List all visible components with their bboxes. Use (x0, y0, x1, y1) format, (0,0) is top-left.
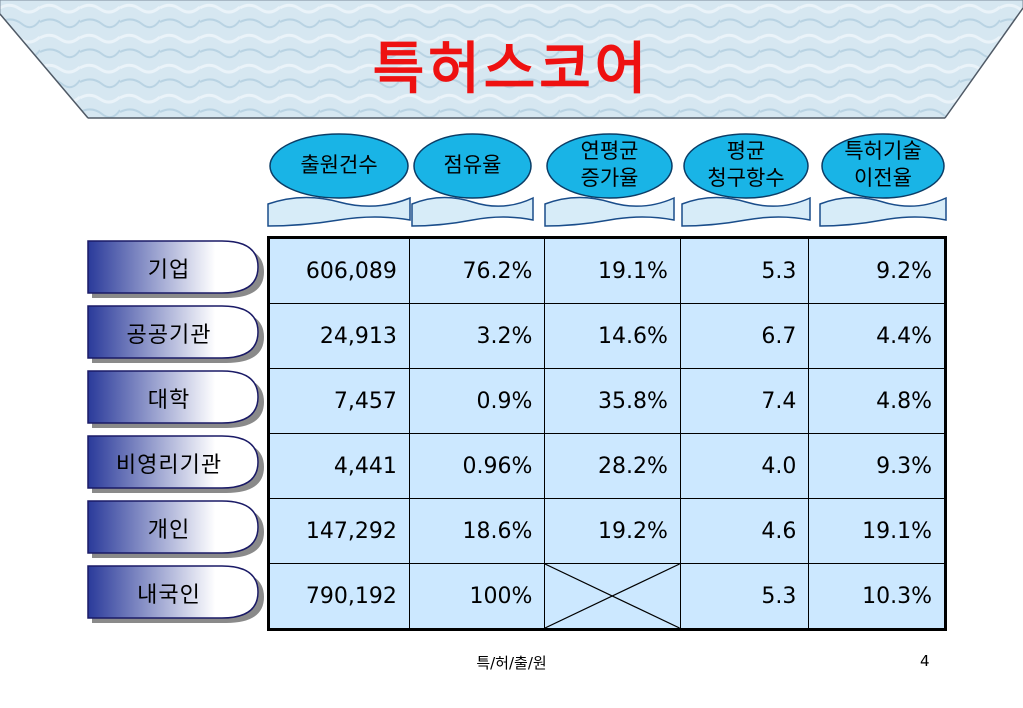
row-label: 공공기관 (126, 323, 212, 348)
row-label-tag: 공공기관 (86, 303, 266, 367)
column-header: 평균 청구항수 (680, 130, 812, 228)
table-cell: 0.96% (408, 433, 546, 499)
table-cell: 19.2% (544, 498, 681, 564)
table-cell: 7,457 (268, 368, 410, 434)
row-label-tag: 대학 (86, 368, 266, 432)
row-label-tag: 비영리기관 (86, 433, 266, 497)
column-header-label: 평균 청구항수 (707, 139, 785, 190)
table-cell: 606,089 (268, 237, 410, 304)
table-cell: 14.6% (544, 303, 681, 369)
table-row: 24,913 3.2% 14.6% 6.7 4.4% (268, 303, 946, 369)
table-cell: 76.2% (408, 237, 546, 304)
table-cell: 0.9% (408, 368, 546, 434)
table-cell: 28.2% (544, 433, 681, 499)
table-row: 147,292 18.6% 19.2% 4.6 19.1% (268, 498, 946, 564)
table-cell: 6.7 (679, 303, 810, 369)
table-cell: 4,441 (268, 433, 410, 499)
table-cell: 9.3% (808, 433, 946, 499)
page-number: 4 (920, 652, 930, 670)
row-label: 내국인 (137, 583, 201, 608)
table-cell: 10.3% (808, 563, 946, 630)
column-header: 특허기술 이전율 (818, 130, 948, 228)
table-cell: 19.1% (544, 237, 681, 304)
row-label-tag: 내국인 (86, 563, 266, 627)
table-cell: 100% (408, 563, 546, 630)
column-header: 연평균 증가율 (543, 130, 676, 228)
table-cell: 4.0 (679, 433, 810, 499)
column-header-label: 출원건수 (300, 152, 378, 177)
table-row: 790,192 100% 5.3 10.3% (268, 563, 946, 630)
column-header-label: 점유율 (443, 152, 502, 177)
table-cell: 19.1% (808, 498, 946, 564)
row-label-tag: 기업 (86, 238, 266, 302)
table-cell: 9.2% (808, 237, 946, 304)
table-row: 4,441 0.96% 28.2% 4.0 9.3% (268, 433, 946, 499)
row-label: 개인 (147, 518, 191, 543)
row-label-tag: 개인 (86, 498, 266, 562)
table-cell: 35.8% (544, 368, 681, 434)
table-cell: 7.4 (679, 368, 810, 434)
table-cell: 147,292 (268, 498, 410, 564)
title-banner (0, 0, 1023, 119)
table-cell: 790,192 (268, 563, 410, 630)
table-cell: 4.6 (679, 498, 810, 564)
column-header: 출원건수 (266, 130, 412, 228)
table-cell: 4.4% (808, 303, 946, 369)
table-cell: 4.8% (808, 368, 946, 434)
table-cell: 18.6% (408, 498, 546, 564)
row-label: 대학 (147, 388, 191, 413)
table-cell: 5.3 (679, 237, 810, 304)
page-title: 특허스코어 (372, 36, 651, 102)
row-label: 비영리기관 (115, 453, 223, 478)
column-header: 점유율 (410, 130, 535, 228)
table-cell: 5.3 (679, 563, 810, 630)
column-header-label: 특허기술 이전율 (844, 139, 922, 190)
score-table: 606,089 76.2% 19.1% 5.3 9.2% 24,913 3.2% 14.6% 6… (267, 236, 947, 631)
footer-text: 특/허/출/원 (476, 654, 547, 672)
empty-cell-cross (544, 563, 681, 630)
table-row: 7,457 0.9% 35.8% 7.4 4.8% (268, 368, 946, 434)
table-cell: 24,913 (268, 303, 410, 369)
row-label: 기업 (147, 258, 191, 283)
table-row: 606,089 76.2% 19.1% 5.3 9.2% (268, 237, 946, 304)
table-cell: 3.2% (408, 303, 546, 369)
column-header-label: 연평균 증가율 (580, 139, 639, 190)
